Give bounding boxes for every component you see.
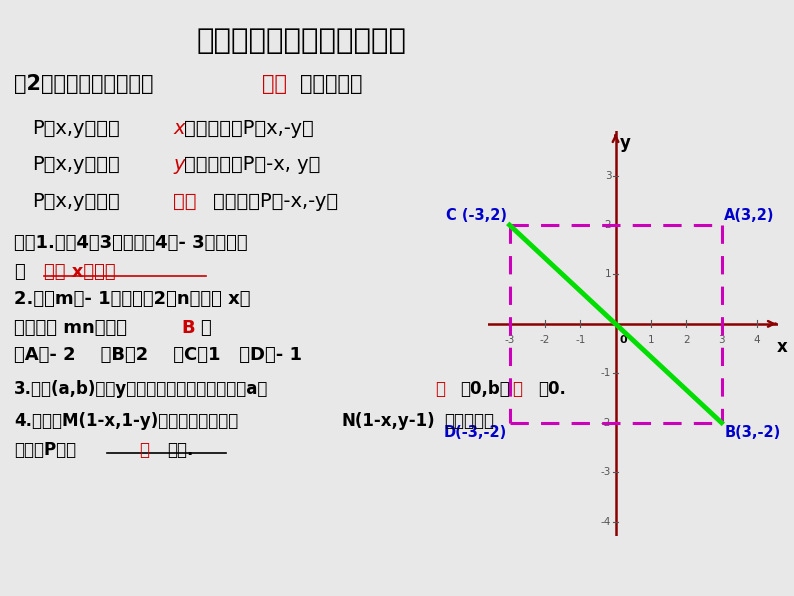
Text: （A）- 2    （B）2    （C）1   （D）- 1: （A）- 2 （B）2 （C）1 （D）- 1: [14, 346, 303, 364]
Text: 4.如果点M(1-x,1-y)在第二象限，那么: 4.如果点M(1-x,1-y)在第二象限，那么: [14, 412, 238, 430]
Text: P（x,y）关于: P（x,y）关于: [32, 155, 120, 174]
Text: 关于原点的: 关于原点的: [445, 412, 495, 430]
Text: -3: -3: [504, 335, 515, 344]
Text: -4: -4: [601, 517, 611, 527]
Text: 练习1.点（4，3）与点（4，- 3）的关系: 练习1.点（4，3）与点（4，- 3）的关系: [14, 234, 248, 252]
Text: 是: 是: [14, 263, 25, 281]
Text: 3.若点(a,b)关于y轴的对称点在第二象限，则a＿: 3.若点(a,b)关于y轴的对称点在第二象限，则a＿: [14, 380, 268, 398]
Text: 对称，则 mn等于（: 对称，则 mn等于（: [14, 319, 127, 337]
Text: 3: 3: [605, 170, 611, 181]
Text: D(-3,-2): D(-3,-2): [443, 425, 507, 440]
Text: 2: 2: [683, 335, 689, 344]
Text: C (-3,2): C (-3,2): [445, 207, 507, 222]
Text: 1: 1: [648, 335, 654, 344]
Text: 4: 4: [754, 335, 760, 344]
Text: ＿0,b＿: ＿0,b＿: [461, 380, 511, 398]
Text: x: x: [173, 119, 184, 138]
Text: 轴的对称点P（x,-y）: 轴的对称点P（x,-y）: [184, 119, 314, 138]
Text: -2: -2: [601, 418, 611, 428]
Text: ＿0.: ＿0.: [538, 380, 566, 398]
Text: y: y: [173, 155, 184, 174]
Text: 原点: 原点: [173, 192, 197, 211]
Text: 1: 1: [605, 269, 611, 280]
Text: P（x,y）关于: P（x,y）关于: [32, 119, 120, 138]
Text: ＞: ＞: [512, 380, 522, 398]
Text: x: x: [777, 338, 787, 356]
Text: 的对称点P（-x,-y）: 的对称点P（-x,-y）: [213, 192, 338, 211]
Text: -1: -1: [601, 368, 611, 378]
Text: 对称: 对称: [262, 74, 287, 95]
Text: 知识三：特殊位置点的坐标: 知识三：特殊位置点的坐标: [197, 27, 407, 55]
Text: 关于 x轴对称: 关于 x轴对称: [44, 263, 115, 281]
Text: 一: 一: [139, 441, 149, 459]
Text: P（x,y）关于: P（x,y）关于: [32, 192, 120, 211]
Text: ＞: ＞: [435, 380, 445, 398]
Text: A(3,2): A(3,2): [724, 207, 775, 222]
Text: 象限.: 象限.: [167, 441, 193, 459]
Text: -2: -2: [540, 335, 550, 344]
Text: 的点的坐标: 的点的坐标: [300, 74, 363, 95]
Text: -1: -1: [575, 335, 585, 344]
Text: 对称点P在第: 对称点P在第: [14, 441, 76, 459]
Text: （2）关于坐标轴、原点: （2）关于坐标轴、原点: [14, 74, 154, 95]
Text: -3: -3: [601, 467, 611, 477]
Text: B: B: [181, 319, 195, 337]
Text: 3: 3: [719, 335, 725, 344]
Text: 轴的对称点P（-x, y）: 轴的对称点P（-x, y）: [184, 155, 321, 174]
Text: 2.点（m，- 1）和点（2，n）关于 x轴: 2.点（m，- 1）和点（2，n）关于 x轴: [14, 290, 251, 308]
Text: N(1-x,y-1): N(1-x,y-1): [341, 412, 435, 430]
Text: 0: 0: [620, 335, 627, 344]
Text: B(3,-2): B(3,-2): [724, 425, 781, 440]
Text: 2: 2: [605, 220, 611, 230]
Text: y: y: [620, 134, 630, 151]
Text: ）: ）: [200, 319, 211, 337]
